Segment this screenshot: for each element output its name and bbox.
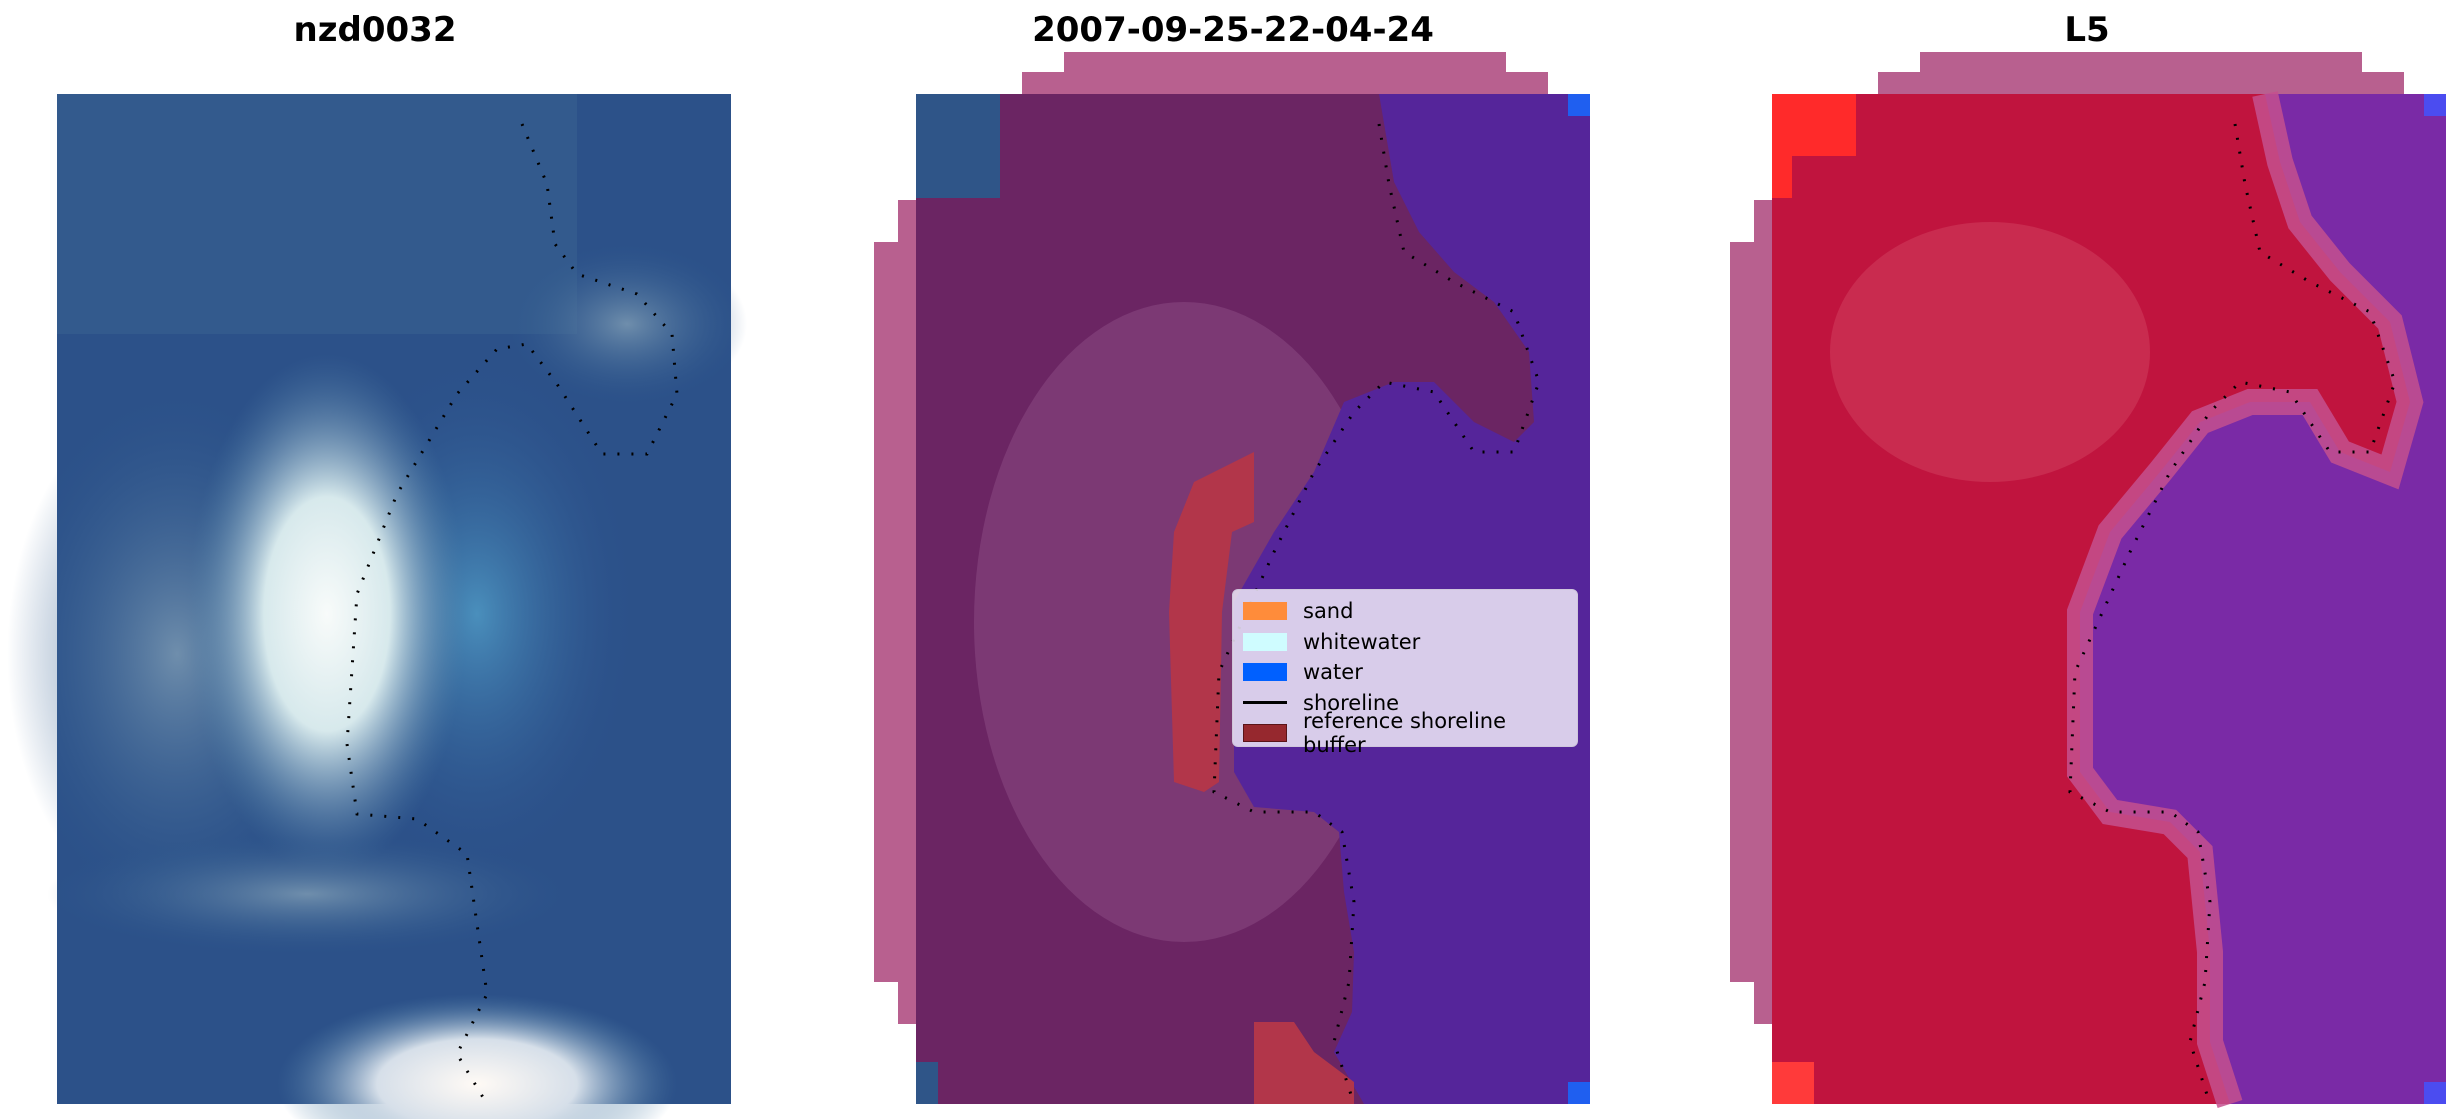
whitewater-swatch [1243, 632, 1287, 651]
legend-label-water: water [1303, 660, 1363, 685]
reference-buffer [1169, 452, 1354, 1104]
panel-title-rgb: nzd0032 [293, 10, 457, 50]
legend-item-reference-buffer: reference shoreline buffer [1243, 709, 1567, 757]
rgb-image-panel [7, 94, 747, 1119]
legend-label-sand: sand [1303, 599, 1354, 624]
legend-item-water: water [1243, 657, 1567, 688]
shoreline-swatch [1243, 701, 1287, 705]
panel-title-classified: 2007-09-25-22-04-24 [1032, 10, 1434, 50]
classified-image-panel [874, 52, 1590, 1105]
legend-label-shoreline: shoreline [1303, 690, 1400, 715]
legend-label-whitewater: whitewater [1303, 629, 1421, 654]
legend-item-shoreline: shoreline [1243, 688, 1567, 719]
reference-buffer-swatch [1243, 724, 1287, 743]
index-image-panel [1730, 52, 2446, 1108]
sand-swatch [1243, 602, 1287, 621]
water-swatch [1243, 663, 1287, 682]
legend-label-reference-buffer: reference shoreline buffer [1303, 709, 1507, 758]
legend: sand whitewater water shoreline referenc… [1232, 589, 1578, 757]
legend-item-sand: sand [1243, 596, 1567, 627]
index-water-region [2080, 94, 2446, 1104]
legend-item-whitewater: whitewater [1243, 627, 1567, 658]
panel-title-index: L5 [2064, 10, 2110, 50]
